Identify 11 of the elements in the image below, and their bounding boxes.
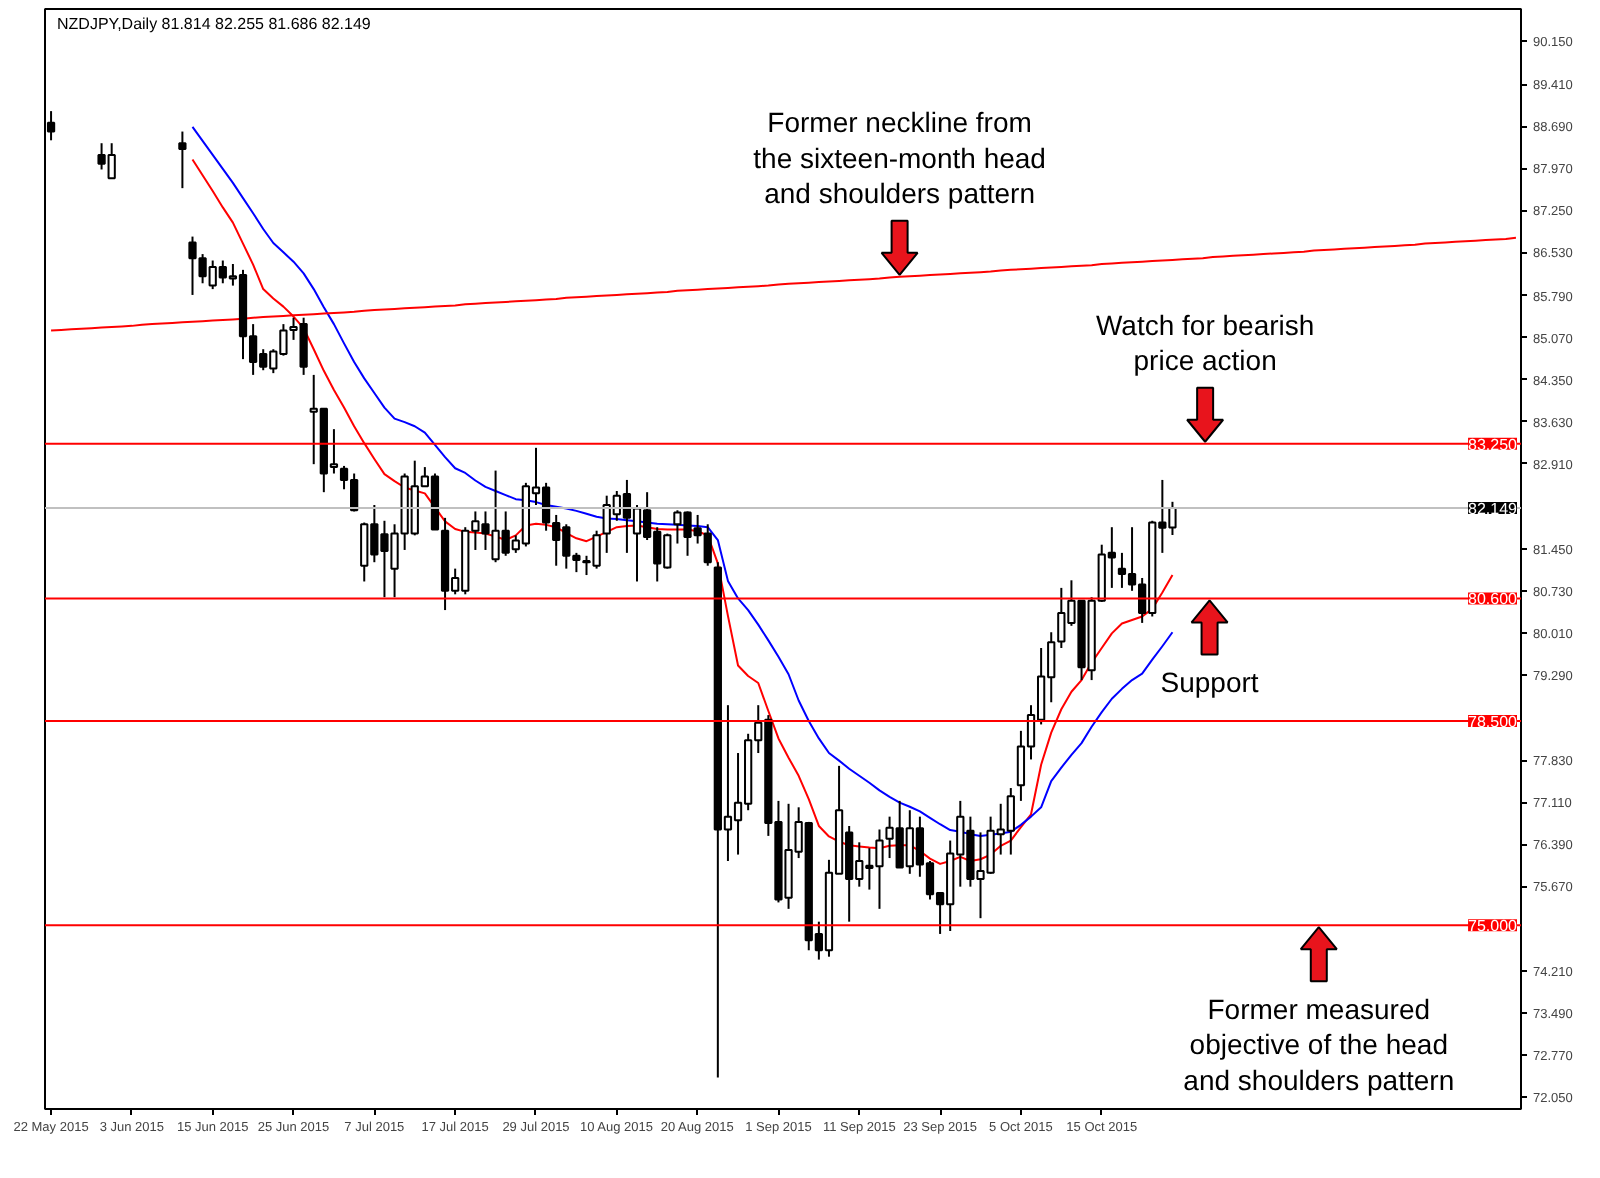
chart-title: NZDJPY,Daily 81.814 82.255 81.686 82.149 <box>57 15 372 33</box>
ref-line-label: 82.149 <box>1468 500 1519 518</box>
annotation: Former measured objective of the head and shoulders pattern <box>1183 993 1455 1096</box>
ref-line-label: 78.500 <box>1468 712 1519 731</box>
candlestick <box>178 130 187 190</box>
ref-line-label: 75.000 <box>1468 917 1519 936</box>
annotation: Watch for bearish price action <box>1095 308 1315 376</box>
ref-line-label: 80.600 <box>1468 590 1519 609</box>
annotation: Support <box>1160 666 1259 699</box>
annotation: Former neckline from the sixteen-month head and shoulders pattern <box>753 106 1046 209</box>
ref-line-label: 83.250 <box>1468 435 1519 454</box>
